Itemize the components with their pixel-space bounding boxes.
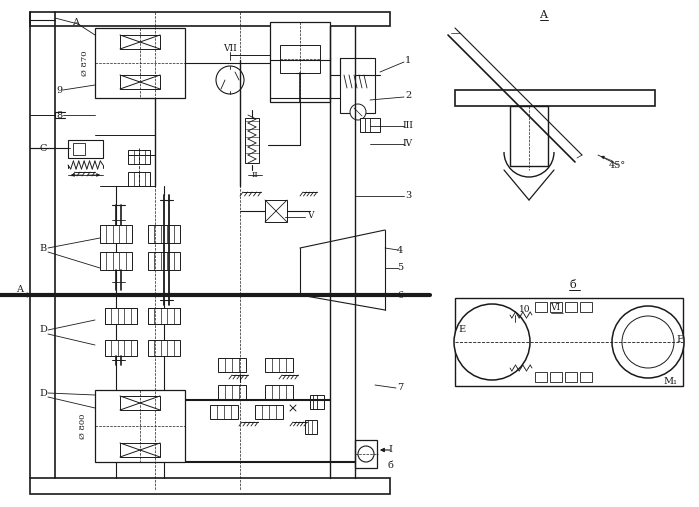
Text: E: E — [459, 325, 466, 335]
Text: VII: VII — [223, 44, 237, 53]
Bar — [148, 308, 180, 324]
Bar — [455, 90, 655, 106]
Text: C: C — [40, 143, 47, 153]
Bar — [120, 35, 160, 49]
Text: Ø 800: Ø 800 — [79, 413, 87, 439]
Bar — [580, 302, 592, 312]
Bar — [310, 395, 324, 409]
Text: б: б — [387, 460, 393, 469]
Bar — [255, 405, 283, 419]
Bar — [580, 372, 592, 382]
Bar — [535, 372, 547, 382]
Bar — [280, 45, 320, 73]
Bar — [270, 22, 330, 102]
Bar — [305, 420, 317, 434]
Text: D: D — [39, 388, 47, 397]
Circle shape — [350, 104, 366, 120]
Text: Ø 870: Ø 870 — [81, 50, 89, 76]
Text: A: A — [72, 18, 79, 26]
Bar — [148, 225, 180, 243]
Bar — [128, 150, 150, 164]
Bar — [73, 143, 85, 155]
Bar — [565, 302, 577, 312]
Text: б: б — [570, 280, 577, 290]
Bar — [120, 75, 160, 89]
Bar — [68, 140, 103, 158]
Text: F: F — [677, 336, 684, 344]
Bar — [340, 58, 375, 113]
Bar — [120, 443, 160, 457]
Bar — [30, 478, 390, 494]
Bar — [355, 440, 377, 468]
Text: 3: 3 — [405, 191, 411, 199]
Bar — [95, 28, 185, 98]
Text: II: II — [252, 171, 259, 179]
Bar — [95, 390, 185, 462]
Bar — [550, 302, 562, 312]
Text: V: V — [307, 210, 313, 220]
Bar — [245, 118, 259, 163]
Bar — [30, 12, 390, 26]
Text: IV: IV — [403, 138, 413, 148]
Text: 7: 7 — [397, 383, 403, 392]
Text: A: A — [539, 10, 547, 20]
Bar — [148, 308, 180, 324]
Bar — [105, 308, 137, 324]
Bar — [265, 385, 293, 399]
Circle shape — [358, 446, 374, 462]
Text: B: B — [40, 243, 47, 252]
Text: I: I — [388, 446, 392, 454]
Text: 9: 9 — [56, 86, 62, 94]
Circle shape — [622, 316, 674, 368]
Text: VI: VI — [550, 304, 560, 312]
Bar — [218, 385, 246, 399]
Bar — [455, 298, 683, 386]
Text: 8: 8 — [56, 111, 62, 120]
Bar — [210, 405, 238, 419]
Text: A: A — [17, 285, 24, 295]
Bar — [535, 302, 547, 312]
Circle shape — [612, 306, 684, 378]
Bar — [105, 340, 137, 356]
Bar — [128, 172, 150, 186]
Text: D: D — [39, 325, 47, 335]
Bar — [510, 106, 548, 166]
Bar — [265, 358, 293, 372]
Text: 45°: 45° — [608, 161, 626, 169]
Bar — [550, 372, 562, 382]
Text: 5: 5 — [397, 264, 403, 272]
Text: III: III — [403, 121, 413, 129]
Text: 6: 6 — [397, 291, 403, 300]
Bar — [100, 225, 132, 243]
Text: 1: 1 — [405, 55, 411, 64]
Bar — [265, 200, 287, 222]
Circle shape — [454, 304, 530, 380]
Bar — [565, 372, 577, 382]
Bar — [360, 118, 380, 132]
Circle shape — [216, 66, 244, 94]
Bar — [218, 358, 246, 372]
Text: 2: 2 — [405, 91, 411, 99]
Bar — [105, 308, 137, 324]
Text: M₁: M₁ — [663, 378, 677, 386]
Bar — [100, 252, 132, 270]
Text: 10: 10 — [519, 306, 531, 314]
Text: 4: 4 — [397, 245, 403, 255]
Bar — [120, 396, 160, 410]
Bar — [148, 252, 180, 270]
Bar — [148, 340, 180, 356]
